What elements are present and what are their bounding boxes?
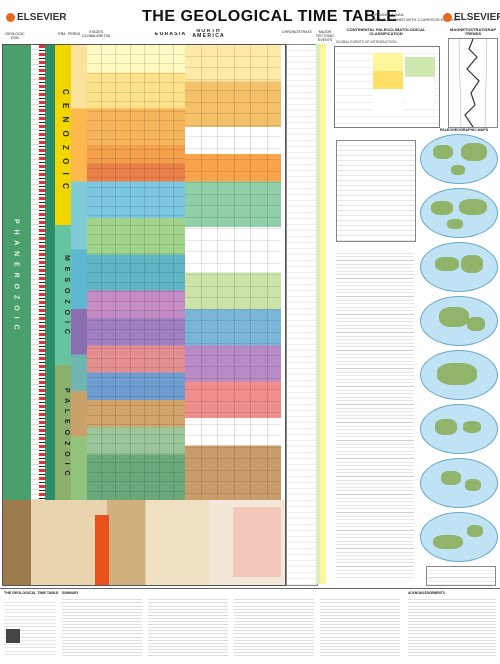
stratigraphy-grid [87, 45, 185, 500]
eon-column [3, 45, 31, 585]
col-header-era: ERA [58, 32, 66, 36]
events-table [336, 140, 416, 242]
events-list [336, 250, 414, 580]
logo-left-text: ELSEVIER [17, 12, 67, 23]
eon-label: P H A N E R O Z O I C [12, 218, 20, 332]
global-events-title: GLOBAL EVENTS OF INTRODUCTION [336, 40, 397, 44]
paleo-green-cells [405, 57, 435, 107]
era-cenozoic [55, 45, 71, 225]
acknowledgements-text [408, 597, 496, 657]
byline-1: BY DAVID J. VAN [372, 12, 404, 17]
era-mesozoic-label: M E S O Z O I C [63, 254, 70, 336]
summary-text-2 [148, 597, 228, 657]
period-green-column [45, 45, 55, 500]
col-header-tectonic: MAJOR TECTONIC EVENTS [315, 30, 335, 42]
summary-text-4 [320, 597, 400, 657]
paleo-globe-6 [420, 404, 498, 454]
era-paleozoic-label: P A L E O Z O I C [63, 387, 70, 478]
byline: BY DAVID J. VAN NEW PUBLISHED WITH CLARK… [372, 12, 460, 22]
paleo-yellow-cells [373, 53, 403, 113]
page-title: THE GEOLOGICAL TIME TABLE [142, 8, 398, 25]
magnetic-chart [448, 38, 498, 128]
elsevier-logo-left: ELSEVIER [6, 12, 66, 23]
footer: THE GEOLOGICAL TIME TABLE SUMMARY ACKNOW… [0, 588, 500, 664]
col-header-stages: STAGES GLOBAL/BRITISH [82, 30, 110, 38]
byline-2: NEW PUBLISHED WITH CLARKSON ELSEVIER [372, 17, 461, 22]
period-blocks [71, 45, 87, 500]
stratigraphy-north-america [185, 45, 281, 500]
elsevier-tree-icon [6, 13, 15, 22]
paleo-globe-8 [420, 512, 498, 562]
stratigraphy-europe [87, 45, 185, 500]
col-header-eon: GEOLOGIC EON [5, 32, 25, 40]
logo-right-text: ELSEVIER [454, 12, 500, 23]
footer-title: THE GEOLOGICAL TIME TABLE [4, 591, 59, 595]
era-mesozoic [55, 225, 71, 365]
globe-legend [426, 566, 496, 586]
precambrian-pink-block [233, 507, 281, 577]
era-paleozoic [55, 365, 71, 500]
paleo-globe-2 [420, 188, 498, 238]
stratigraphy-na-grid [185, 45, 281, 500]
globes-title: PALEOGEOGRAPHIC MAPS [440, 128, 489, 132]
paleo-globe-5 [420, 350, 498, 400]
tectonic-yellow [320, 44, 326, 584]
col-header-paleo: CONTINENTAL PALEOCLIMATOLOGICAL CLASSIFI… [346, 28, 426, 36]
paleo-globe-7 [420, 458, 498, 508]
footer-left-block [4, 599, 56, 657]
precambrian-band [3, 500, 31, 585]
age-ticks [31, 45, 39, 585]
col-header-magnetic: MAGNETOSTRATIGRAPHIC TRENDS [450, 28, 496, 36]
paleo-globe-3 [420, 242, 498, 292]
elsevier-logo-right: ELSEVIER [443, 12, 500, 23]
col-header-north-america: N O R T H A M E R I C A [192, 29, 224, 39]
summary-heading: SUMMARY [62, 591, 79, 595]
magnetic-stripes [39, 45, 45, 585]
summary-text-3 [234, 597, 314, 657]
elsevier-tree-icon [443, 13, 452, 22]
chrono-column [286, 44, 318, 586]
era-cenozoic-label: C E N O Z O I C [61, 88, 70, 192]
summary-text-1 [62, 597, 142, 657]
paleo-table [334, 46, 440, 128]
col-header-europe: E U R A S I A [154, 32, 186, 36]
time-table: P H A N E R O Z O I C C E N O Z O I C M … [2, 44, 286, 586]
paleo-globe-4 [420, 296, 498, 346]
acknowledgements-heading: ACKNOWLEDGEMENTS [408, 591, 445, 595]
paleo-globe-1 [420, 134, 498, 184]
precambrian-red-block [95, 515, 109, 585]
footer-logo [6, 629, 20, 643]
magnetic-curve-icon [458, 38, 488, 128]
col-header-period: PERIOD [68, 32, 80, 36]
col-header-chrono: CHRONOSTRATIGRAPHY [282, 30, 312, 34]
